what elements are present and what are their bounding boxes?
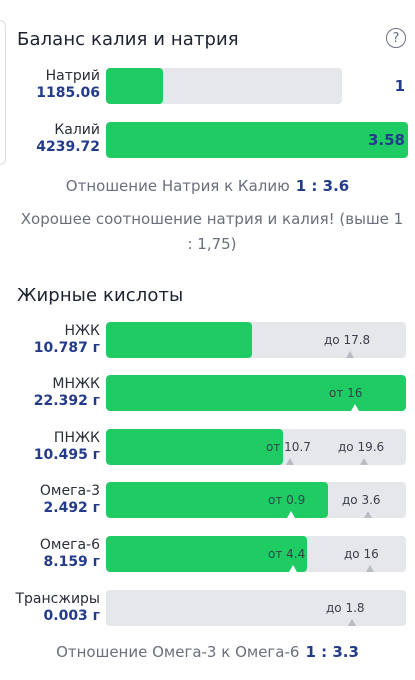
sodium-side-value: 1 <box>394 77 405 95</box>
fat-row-label-block: НЖК 10.787 г <box>14 323 100 357</box>
sodium-potassium-ratio: Отношение Натрия к Калию 1 : 3.6 <box>0 177 415 195</box>
fat-bar-marker-tick <box>364 511 372 518</box>
fat-row-label-block: ПНЖК 10.495 г <box>14 430 100 464</box>
balance-note: Хорошее соотношение натрия и калия! (выш… <box>20 210 404 253</box>
potassium-label-block: Калий 4239.72 <box>14 122 100 156</box>
sodium-label-block: Натрий 1185.06 <box>14 68 100 102</box>
ratio-label: Отношение Натрия к Калию <box>65 177 290 195</box>
fat-row-label-block: Омега-3 2.492 г <box>14 483 100 517</box>
omega-ratio-label: Отношение Омега-3 к Омега-6 <box>56 643 300 661</box>
potassium-bar-fill <box>106 122 408 158</box>
fat-bar-track: от 0.9 до 3.6 <box>106 482 406 518</box>
potassium-side-value: 3.58 <box>367 131 405 149</box>
fat-bar-marker: до 19.6 <box>338 440 385 454</box>
sodium-label: Натрий <box>45 68 100 84</box>
fat-row-name: Трансжиры <box>15 591 100 607</box>
fat-bar-track: до 1.8 <box>106 590 406 626</box>
fat-row-name: МНЖК <box>52 376 100 392</box>
potassium-bar-track <box>106 122 408 158</box>
balance-title: Баланс калия и натрия <box>17 29 239 50</box>
fat-bar-marker-tick <box>346 351 354 358</box>
fat-bar-marker-tick <box>366 565 374 572</box>
fat-row-value: 10.787 г <box>33 340 100 356</box>
fat-row-name: НЖК <box>64 323 100 339</box>
fat-row-value: 10.495 г <box>33 447 100 463</box>
fat-bar-marker: до 3.6 <box>342 493 381 507</box>
fat-bar-marker: от 4.4 <box>268 547 306 561</box>
fat-bar-marker-tick <box>287 511 295 518</box>
fat-bar-marker: до 16 <box>344 547 379 561</box>
fat-row-value: 2.492 г <box>43 500 100 516</box>
ratio-value: 1 : 3.6 <box>295 177 350 195</box>
fat-bar-track: от 16 <box>106 375 406 411</box>
fat-bar-fill <box>106 429 283 465</box>
fat-bar-marker-tick <box>289 565 297 572</box>
fat-bar-marker-tick <box>348 619 356 626</box>
fat-row-label-block: Трансжиры 0.003 г <box>14 591 100 625</box>
fat-bar-marker-tick <box>351 404 359 411</box>
question-circle-icon[interactable]: ? <box>386 28 406 48</box>
fat-bar-track: до 17.8 <box>106 322 406 358</box>
fat-bar-marker: до 17.8 <box>324 333 371 347</box>
fat-bar-marker-tick <box>286 458 294 465</box>
fat-bar-marker: до 1.8 <box>326 601 365 615</box>
omega-ratio-value: 1 : 3.3 <box>305 643 359 661</box>
sodium-bar-fill <box>106 68 163 104</box>
fat-bar-track: от 4.4 до 16 <box>106 536 406 572</box>
fat-row-name: ПНЖК <box>53 430 100 446</box>
side-panel-edge <box>0 20 6 165</box>
sodium-value: 1185.06 <box>36 85 100 101</box>
sodium-bar-track <box>106 68 342 104</box>
fat-row-name: Омега-3 <box>39 483 100 499</box>
potassium-label: Калий <box>54 122 100 138</box>
potassium-value: 4239.72 <box>36 139 100 155</box>
omega-ratio: Отношение Омега-3 к Омега-6 1 : 3.3 <box>0 643 415 661</box>
fat-row-value: 8.159 г <box>43 554 100 570</box>
fats-title: Жирные кислоты <box>17 285 184 306</box>
fat-bar-marker: от 16 <box>329 386 363 400</box>
fat-row-value: 0.003 г <box>43 608 100 624</box>
fat-bar-fill <box>106 322 252 358</box>
fat-bar-marker-tick <box>360 458 368 465</box>
fat-row-value: 22.392 г <box>33 393 100 409</box>
fat-bar-fill <box>106 536 307 572</box>
fat-row-name: Омега-6 <box>39 537 100 553</box>
fat-bar-track: от 10.7 до 19.6 <box>106 429 406 465</box>
fat-bar-marker: от 10.7 <box>266 440 311 454</box>
fat-row-label-block: Омега-6 8.159 г <box>14 537 100 571</box>
fat-row-label-block: МНЖК 22.392 г <box>14 376 100 410</box>
fat-bar-marker: от 0.9 <box>268 493 306 507</box>
